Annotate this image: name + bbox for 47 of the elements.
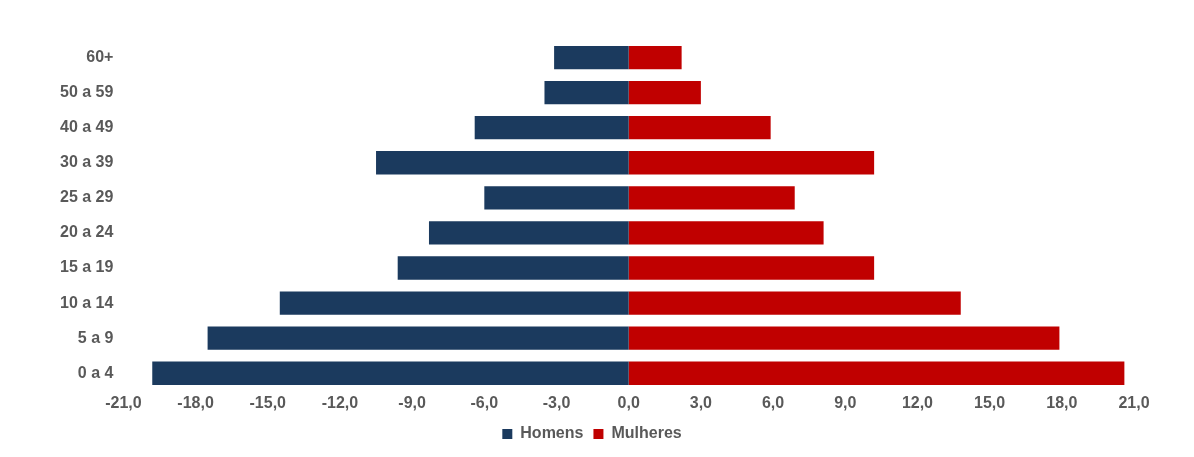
- x-tick-label: -15,0: [249, 393, 287, 411]
- bar: [152, 361, 629, 385]
- bar: [628, 326, 1060, 350]
- bar: [397, 256, 629, 280]
- legend-label: Mulheres: [611, 424, 682, 442]
- bar: [554, 45, 629, 70]
- x-tick-label: 15,0: [974, 393, 1006, 411]
- x-tick-label: 6,0: [761, 393, 785, 411]
- bar: [628, 291, 961, 315]
- x-tick-label: -12,0: [321, 393, 359, 411]
- bar: [628, 221, 824, 245]
- x-tick-label: 21,0: [1118, 393, 1150, 411]
- bar: [628, 186, 795, 210]
- y-tick-label: 10 a 14: [59, 293, 114, 311]
- y-tick-label: 20 a 24: [59, 223, 114, 241]
- y-tick-label: 5 a 9: [77, 328, 114, 346]
- bar: [628, 80, 701, 105]
- y-tick-label: 60+: [86, 47, 114, 65]
- bar: [544, 80, 629, 105]
- bar: [207, 326, 629, 350]
- x-tick-label: 0,0: [617, 393, 640, 411]
- y-tick-label: 50 a 59: [59, 83, 114, 101]
- y-tick-label: 0 a 4: [77, 363, 114, 381]
- x-tick-label: 9,0: [834, 393, 857, 411]
- bar: [628, 151, 875, 175]
- bar: [628, 361, 1125, 385]
- y-tick-label: 15 a 19: [59, 258, 114, 276]
- y-tick-label: 30 a 39: [59, 153, 114, 171]
- x-tick-label: 18,0: [1046, 393, 1078, 411]
- x-tick-label: -6,0: [470, 393, 499, 411]
- bar: [628, 256, 875, 280]
- x-tick-label: 12,0: [901, 393, 934, 411]
- bar: [428, 221, 629, 245]
- x-tick-label: -9,0: [398, 393, 427, 411]
- y-tick-label: 40 a 49: [59, 118, 114, 136]
- bar: [376, 151, 629, 175]
- x-tick-label: -3,0: [542, 393, 571, 411]
- bar: [628, 45, 682, 70]
- bar: [279, 291, 629, 315]
- x-tick-label: 3,0: [689, 393, 713, 411]
- bar: [474, 116, 629, 140]
- x-tick-label: -18,0: [177, 393, 214, 411]
- legend-label: Homens: [520, 424, 584, 442]
- y-tick-label: 25 a 29: [59, 188, 114, 206]
- bar: [484, 186, 629, 210]
- x-tick-label: -21,0: [105, 393, 142, 411]
- bar: [628, 116, 771, 140]
